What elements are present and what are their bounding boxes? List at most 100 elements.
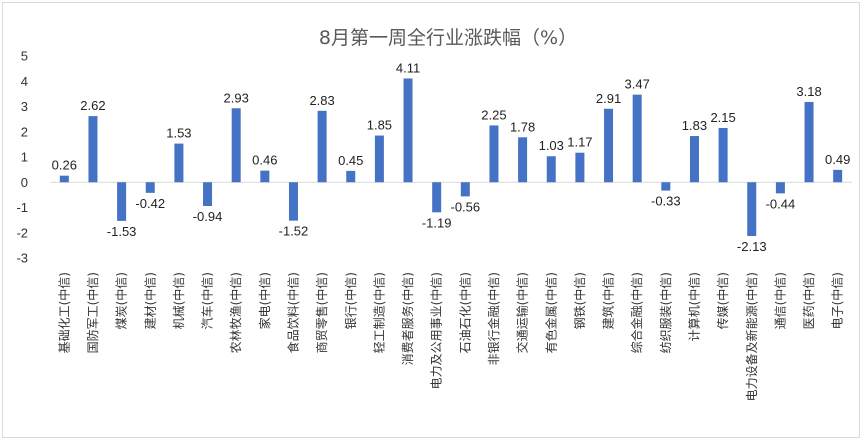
data-label: 3.18 bbox=[796, 84, 821, 99]
y-tick-label: 1 bbox=[21, 150, 28, 165]
data-label: 0.26 bbox=[52, 158, 77, 173]
y-tick-label: -1 bbox=[16, 200, 28, 215]
x-tick-label: 通信(中信) bbox=[772, 272, 787, 329]
y-tick-label: -2 bbox=[16, 225, 28, 240]
x-tick-label: 非银行金融(中信) bbox=[486, 272, 501, 365]
bar bbox=[661, 182, 671, 191]
y-tick-label: -3 bbox=[16, 251, 28, 266]
data-label: 2.93 bbox=[224, 90, 249, 105]
data-label: -2.13 bbox=[737, 239, 767, 254]
x-tick-label: 汽车(中信) bbox=[200, 272, 215, 329]
x-tick-label: 农林牧渔(中信) bbox=[228, 272, 243, 353]
x-tick-label: 计算机(中信) bbox=[686, 272, 701, 341]
chart-frame bbox=[2, 2, 860, 438]
y-tick-label: 3 bbox=[21, 99, 28, 114]
x-tick-label: 建材(中信) bbox=[142, 272, 157, 329]
bar bbox=[718, 127, 728, 183]
bar bbox=[833, 169, 843, 183]
data-label: 1.53 bbox=[166, 126, 191, 141]
bar bbox=[604, 108, 614, 183]
x-tick-label: 国防军工(中信) bbox=[85, 272, 100, 353]
data-label: -1.53 bbox=[107, 224, 137, 239]
bar bbox=[546, 156, 556, 183]
y-tick-label: 2 bbox=[21, 124, 28, 139]
x-tick-label: 食品饮料(中信) bbox=[285, 272, 300, 353]
bar bbox=[632, 94, 642, 183]
data-label: -0.56 bbox=[451, 199, 481, 214]
bar bbox=[117, 182, 127, 221]
bar bbox=[489, 125, 499, 183]
x-tick-label: 电力及公用事业(中信) bbox=[429, 272, 444, 389]
bar bbox=[288, 182, 298, 221]
x-tick-label: 机械(中信) bbox=[171, 272, 186, 329]
bar bbox=[460, 182, 470, 197]
data-label: 2.25 bbox=[481, 107, 506, 122]
bar bbox=[145, 182, 155, 193]
y-tick-label: 5 bbox=[21, 49, 28, 64]
data-label: 0.49 bbox=[825, 152, 850, 167]
bar bbox=[804, 101, 814, 183]
x-tick-label: 电子(中信) bbox=[830, 272, 845, 329]
data-label: 3.47 bbox=[625, 77, 650, 92]
bar bbox=[575, 152, 585, 183]
x-tick-label: 商贸零售(中信) bbox=[314, 272, 329, 353]
data-label: 2.83 bbox=[309, 93, 334, 108]
data-label: 2.62 bbox=[80, 98, 105, 113]
y-tick-label: 4 bbox=[21, 74, 28, 89]
data-label: 2.15 bbox=[710, 110, 735, 125]
x-tick-label: 家电(中信) bbox=[257, 272, 272, 329]
bar bbox=[689, 136, 699, 183]
bar-series bbox=[59, 78, 843, 237]
x-axis: 基础化工(中信) 国防军工(中信) 煤炭(中信) 建材(中信) 机械(中信) 汽车(中信)… bbox=[56, 272, 844, 401]
data-label: -0.94 bbox=[193, 209, 223, 224]
y-axis: -3 -2 -1 0 1 2 3 4 5 bbox=[16, 49, 28, 266]
data-label: 0.46 bbox=[252, 153, 277, 168]
x-tick-label: 钢铁(中信) bbox=[572, 272, 587, 329]
x-tick-label: 基础化工(中信) bbox=[56, 272, 71, 353]
bar bbox=[231, 108, 241, 183]
x-tick-label: 煤炭(中信) bbox=[114, 272, 129, 329]
bar bbox=[432, 182, 442, 213]
bar bbox=[747, 182, 757, 237]
data-label: 1.03 bbox=[539, 138, 564, 153]
bar bbox=[174, 143, 184, 183]
chart-title: 8月第一周全行业涨跌幅（%） bbox=[319, 27, 577, 49]
data-label: 4.11 bbox=[396, 60, 420, 75]
data-labels: 0.26 2.62 -1.53 -0.42 1.53 -0.94 2.93 0.46 -1.52… bbox=[52, 60, 851, 254]
x-tick-label: 纺织服装(中信) bbox=[658, 272, 673, 353]
data-label: -0.33 bbox=[651, 194, 681, 209]
bar bbox=[203, 182, 213, 206]
bar bbox=[775, 182, 785, 194]
x-tick-label: 消费者服务(中信) bbox=[400, 272, 415, 365]
x-tick-label: 交通运输(中信) bbox=[515, 272, 530, 353]
x-tick-label: 有色金属(中信) bbox=[543, 272, 558, 353]
data-label: 1.78 bbox=[510, 119, 535, 134]
bar bbox=[518, 137, 528, 183]
data-label: -1.19 bbox=[422, 215, 452, 230]
data-label: -0.44 bbox=[766, 196, 796, 211]
bar bbox=[59, 175, 69, 183]
data-label: 1.83 bbox=[682, 118, 707, 133]
data-label: 2.91 bbox=[596, 91, 621, 106]
x-tick-label: 电力设备及新能源(中信) bbox=[744, 272, 759, 401]
data-label: -0.42 bbox=[135, 196, 165, 211]
bar bbox=[317, 110, 327, 183]
bar bbox=[260, 170, 270, 183]
bar bbox=[403, 78, 413, 183]
x-tick-label: 医药(中信) bbox=[801, 272, 816, 329]
x-tick-label: 综合金融(中信) bbox=[629, 272, 644, 353]
data-label: 1.17 bbox=[567, 135, 592, 150]
x-tick-label: 银行(中信) bbox=[343, 272, 358, 329]
x-tick-label: 轻工制造(中信) bbox=[371, 272, 386, 353]
data-label: 1.85 bbox=[367, 118, 392, 133]
x-tick-label: 石油石化(中信) bbox=[457, 272, 472, 353]
y-tick-label: 0 bbox=[21, 175, 28, 190]
bar bbox=[374, 135, 384, 183]
data-label: -1.52 bbox=[279, 224, 309, 239]
x-tick-label: 传媒(中信) bbox=[715, 272, 730, 329]
x-tick-label: 建筑(中信) bbox=[601, 272, 616, 329]
bar bbox=[346, 170, 356, 183]
bar bbox=[88, 116, 98, 183]
data-label: 0.45 bbox=[338, 153, 363, 168]
